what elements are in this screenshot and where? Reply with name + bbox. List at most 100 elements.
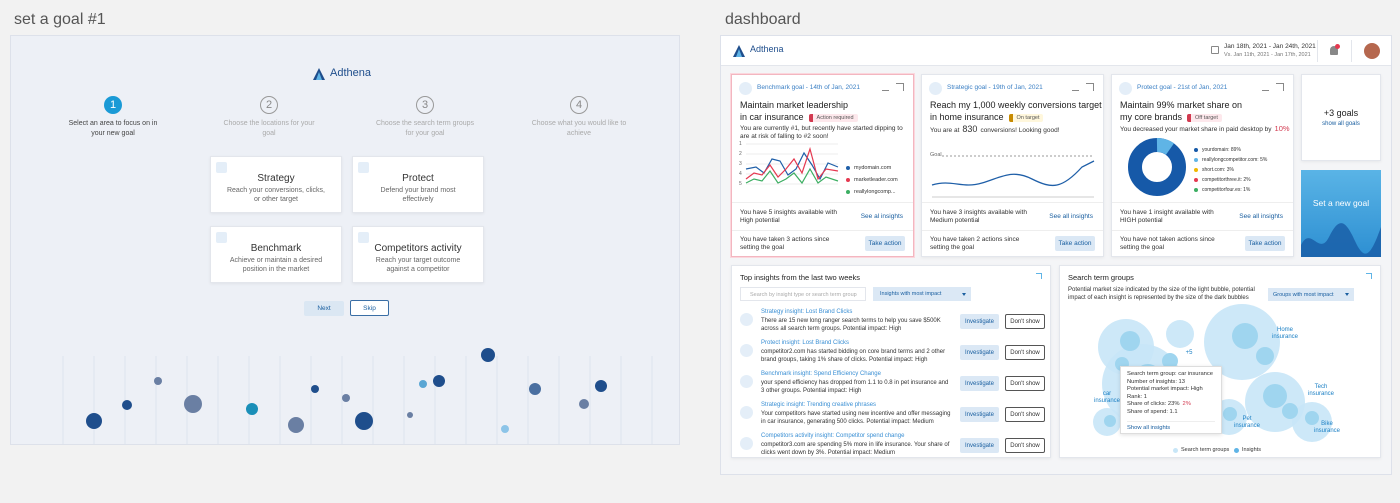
insights-link[interactable]: See all insights bbox=[1049, 213, 1093, 220]
decor-bubble bbox=[154, 377, 162, 385]
goal-option[interactable]: Competitors activity Reach your target ou… bbox=[352, 226, 484, 283]
section-title: dashboard bbox=[725, 11, 801, 28]
investigate-button[interactable]: Investigate bbox=[960, 314, 999, 329]
investigate-button[interactable]: Investigate bbox=[960, 376, 999, 391]
expand-icon[interactable] bbox=[896, 83, 904, 91]
investigate-button[interactable]: Investigate bbox=[960, 407, 999, 422]
insight-text: your spend efficiency has dropped from 1… bbox=[761, 380, 949, 394]
divider bbox=[922, 202, 1103, 203]
goal-option[interactable]: Protect Defend your brand most effectivel… bbox=[352, 156, 484, 213]
new-goal-label: Set a new goal bbox=[1312, 198, 1370, 208]
legend-label: Insights bbox=[1242, 447, 1261, 453]
legend-label: reallylongcomp... bbox=[854, 189, 896, 195]
option-desc: Reach your conversions, clicks, or other… bbox=[226, 187, 326, 203]
take-action-button[interactable]: Take action bbox=[1245, 236, 1285, 251]
divider bbox=[1112, 230, 1293, 231]
option-title: Competitors activity bbox=[374, 243, 462, 254]
insight-title[interactable]: Competitors activity insight: Competitor… bbox=[761, 433, 905, 439]
dismiss-button[interactable]: Don't show bbox=[1005, 345, 1045, 360]
insight-text: Your competitors have started using new … bbox=[761, 411, 951, 425]
trend-line bbox=[745, 146, 839, 181]
divider bbox=[922, 230, 1103, 231]
download-icon[interactable] bbox=[1072, 83, 1079, 91]
title-line: my core brands bbox=[1120, 112, 1183, 122]
tooltip-link[interactable]: Show all insights bbox=[1127, 420, 1215, 433]
goal-option[interactable]: Benchmark Achieve or maintain a desired p… bbox=[210, 226, 342, 283]
insight-title[interactable]: Strategic insight: Trending creative phr… bbox=[761, 402, 877, 408]
expand-icon[interactable] bbox=[1276, 83, 1284, 91]
legend-label: short.com: 3% bbox=[1202, 167, 1234, 173]
title-line: Reach my 1,000 weekly conversions target bbox=[930, 100, 1102, 110]
legend-dot bbox=[846, 190, 850, 194]
tooltip-change: 2% bbox=[1182, 401, 1191, 408]
option-icon bbox=[216, 162, 227, 173]
expand-icon[interactable] bbox=[1086, 83, 1094, 91]
skip-button[interactable]: Skip bbox=[350, 300, 389, 316]
goal-title: Maintain market leadership in car insuran… bbox=[740, 99, 912, 124]
dropdown[interactable]: Insights with most impact bbox=[873, 287, 971, 301]
divider bbox=[732, 230, 913, 231]
dismiss-button[interactable]: Don't show bbox=[1005, 407, 1045, 422]
investigate-button[interactable]: Investigate bbox=[960, 438, 999, 453]
insight-icon bbox=[740, 375, 753, 388]
insights-link[interactable]: See al insights bbox=[860, 213, 903, 220]
y-tick-label: 5 bbox=[739, 181, 742, 187]
graphic bbox=[1301, 223, 1381, 257]
option-title: Benchmark bbox=[250, 243, 302, 254]
legend-label: marketleader.com bbox=[854, 177, 898, 183]
search-box[interactable]: Search by insight type or search term gr… bbox=[740, 287, 866, 301]
panel-desc: Potential market size indicated by the s… bbox=[1068, 287, 1255, 301]
dismiss-button[interactable]: Don't show bbox=[1005, 314, 1045, 329]
decor-bubble bbox=[433, 375, 445, 387]
goal-option[interactable]: Strategy Reach your conversions, clicks, … bbox=[210, 156, 342, 213]
dismiss-button[interactable]: Don't show bbox=[1005, 438, 1045, 453]
expand-icon[interactable] bbox=[1036, 273, 1042, 279]
legend-label: competitorfour.es: 1% bbox=[1202, 187, 1251, 193]
insight-icon bbox=[740, 437, 753, 450]
take-action-button[interactable]: Take action bbox=[865, 236, 905, 251]
goal-card: Strategic goal - 19th of Jan, 2021 Reach … bbox=[921, 74, 1104, 257]
actions-note: You have not taken actions since setting… bbox=[1120, 236, 1215, 251]
expand-icon[interactable] bbox=[1366, 273, 1372, 279]
avatar[interactable] bbox=[1364, 43, 1380, 59]
goal-desc: You are currently #1, but recently have … bbox=[740, 125, 912, 141]
desc-text: You decreased your market share in paid … bbox=[1120, 126, 1272, 133]
take-action-button[interactable]: Take action bbox=[1055, 236, 1095, 251]
notification-icon[interactable] bbox=[1330, 46, 1338, 55]
date-range[interactable]: Jan 18th, 2021 - Jan 24th, 2021 bbox=[1224, 43, 1316, 50]
option-icon bbox=[358, 162, 369, 173]
brand-name: Adthena bbox=[750, 44, 784, 54]
donut-slice bbox=[1156, 138, 1175, 156]
download-icon[interactable] bbox=[1262, 83, 1269, 91]
insight-title[interactable]: Benchmark insight: Spend Efficiency Chan… bbox=[761, 371, 881, 377]
tooltip-line: Share of clicks: 23% 2% bbox=[1127, 401, 1215, 409]
insight-text: competitor3.com are spending 5% more in … bbox=[761, 442, 950, 456]
legend-dot bbox=[1194, 168, 1198, 172]
donut bbox=[1128, 138, 1186, 196]
insight-bubble bbox=[1305, 411, 1319, 425]
download-icon[interactable] bbox=[882, 83, 889, 91]
legend-label: Search term groups bbox=[1181, 447, 1230, 453]
dismiss-button[interactable]: Don't show bbox=[1005, 376, 1045, 391]
dropdown[interactable]: Groups with most impact bbox=[1268, 288, 1354, 301]
title-line: Maintain 99% market share on bbox=[1120, 100, 1243, 110]
tooltip-line: Share of spend: 1.1 bbox=[1127, 408, 1178, 415]
desc-text: You are at bbox=[930, 127, 960, 134]
panel-title: Search term groups bbox=[1068, 273, 1134, 282]
insight-title[interactable]: Protect insight: Lost Brand Clicks bbox=[761, 340, 850, 346]
insight-title[interactable]: Strategy insight: Lost Brand Clicks bbox=[761, 309, 853, 315]
new-goal-card[interactable]: Set a new goal bbox=[1301, 170, 1381, 257]
legend-dot bbox=[1194, 178, 1198, 182]
goal-card: Benchmark goal - 14th of Jan, 2021 Mainta… bbox=[731, 74, 914, 257]
graphic bbox=[733, 45, 745, 57]
legend-label: yourdomain: 89% bbox=[1202, 147, 1241, 153]
group-bubble bbox=[1166, 320, 1194, 348]
decor-bubble bbox=[529, 383, 541, 395]
next-button[interactable]: Next bbox=[304, 301, 344, 316]
insights-panel: Top insights from the last two weeks Sear… bbox=[731, 265, 1051, 458]
step-label: Choose the locations for your goal bbox=[223, 120, 315, 137]
more-link[interactable]: show all goals bbox=[1322, 121, 1360, 127]
investigate-button[interactable]: Investigate bbox=[960, 345, 999, 360]
insights-link[interactable]: See all insights bbox=[1239, 213, 1283, 220]
bubble-label: Tech insurance bbox=[1307, 384, 1334, 397]
